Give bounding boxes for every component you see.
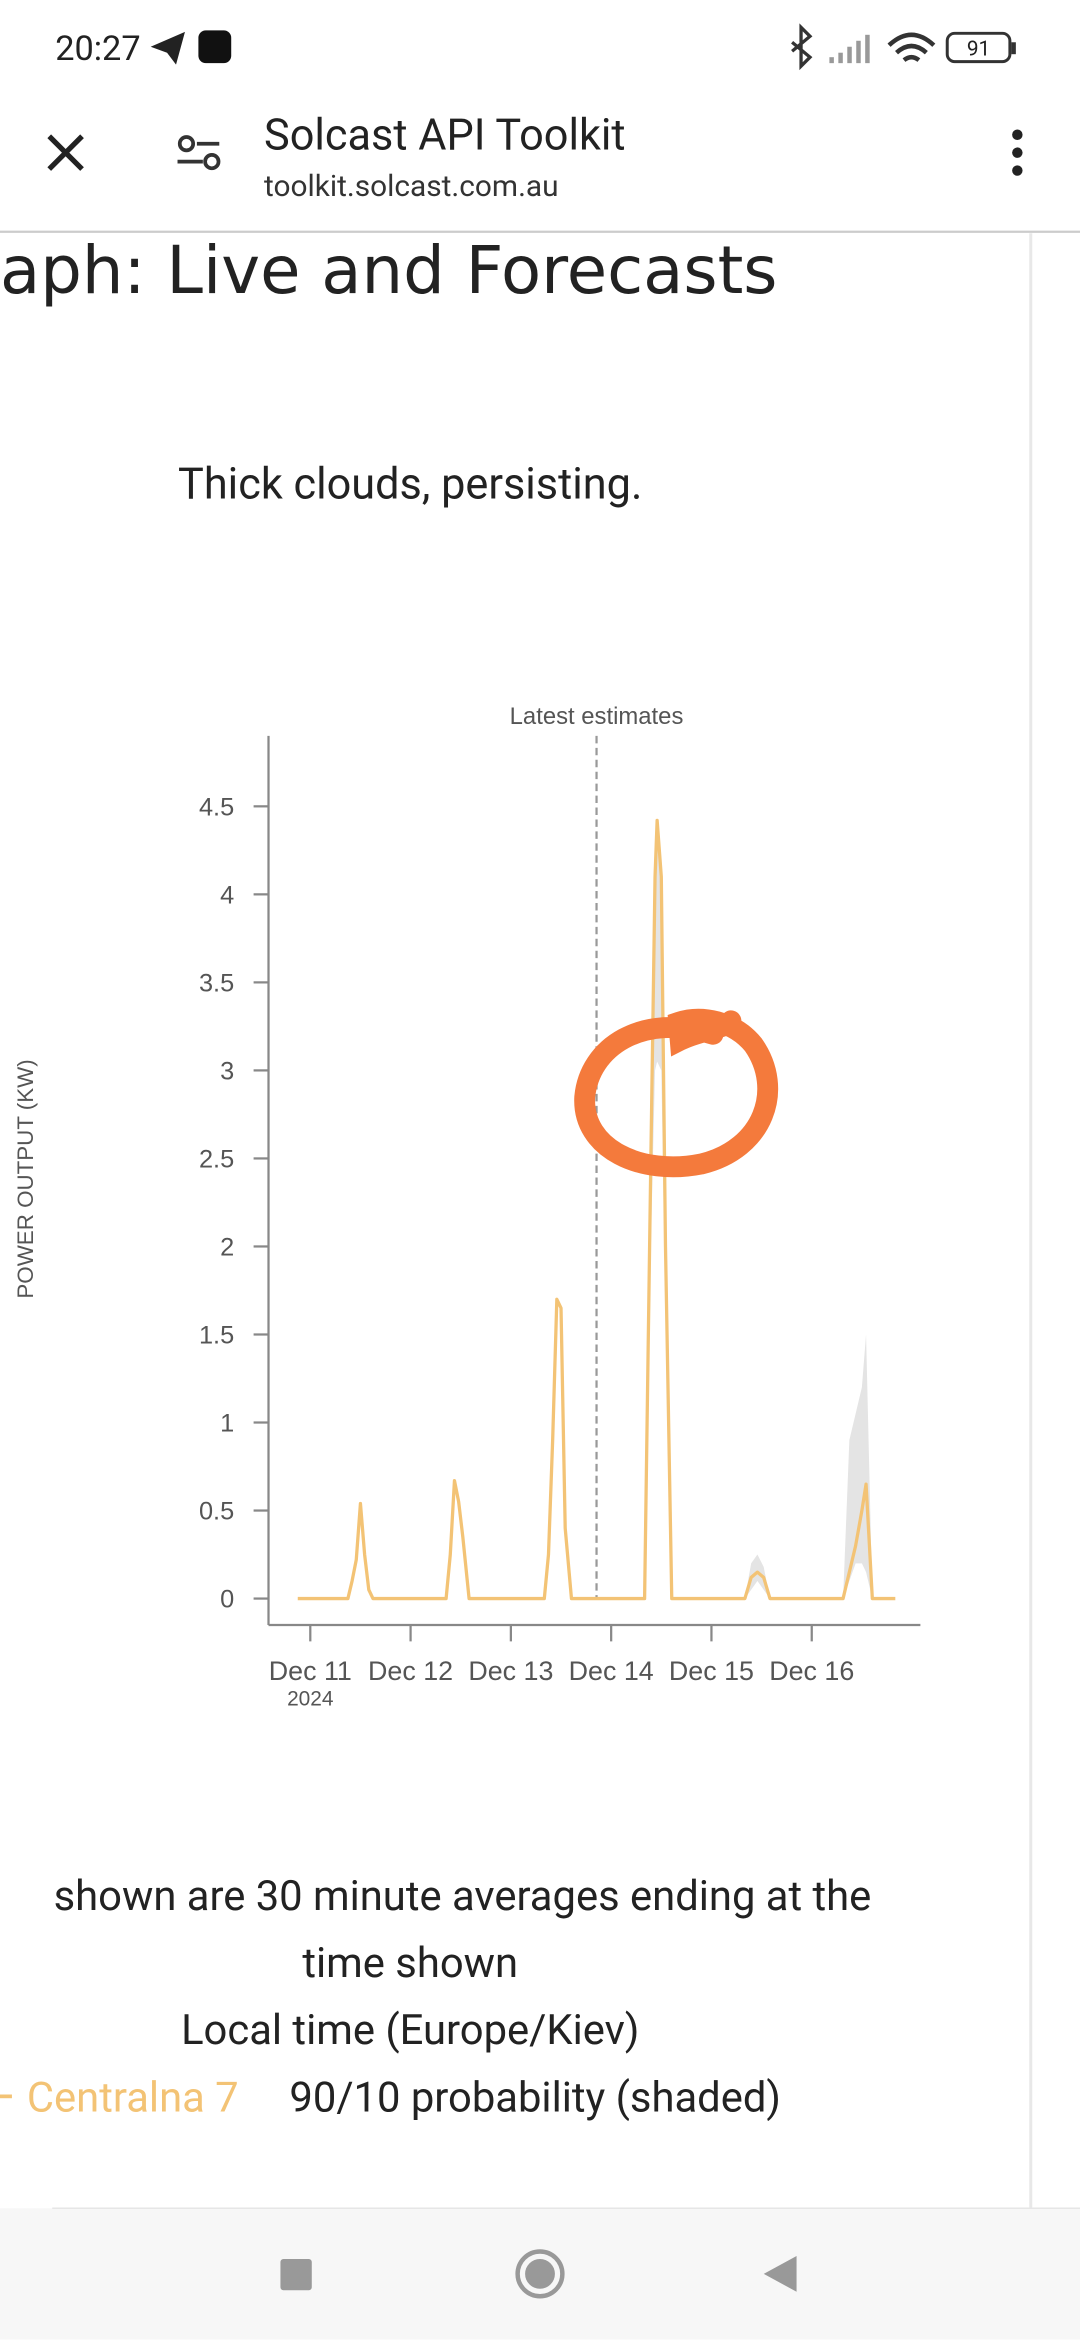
hand-drawn-circle [574, 1008, 779, 1178]
heading: aph: Live and Forecasts [0, 233, 778, 309]
y-tick-label: 2.5 [199, 1145, 234, 1173]
legend-entry: Centralna 7 [27, 2073, 239, 2122]
y-axis-label: POWER OUTPUT (KW) [13, 1059, 38, 1298]
bluetooth-icon [791, 23, 813, 71]
x-tick-label: Dec 14 [569, 1656, 654, 1686]
clock: 20:27 [55, 29, 140, 69]
y-tick-label: 3.5 [199, 969, 234, 997]
page-title: Solcast API Toolkit [264, 110, 626, 161]
browser-bar: Solcast API Toolkit toolkit.solcast.com.… [0, 110, 1080, 233]
home-button[interactable] [515, 2249, 565, 2299]
app-icon [198, 30, 232, 64]
note: Local time (Europe/Kiev) [181, 2006, 639, 2055]
x-tick-label: Dec 15 [669, 1656, 754, 1686]
y-tick-label: 4 [220, 881, 234, 909]
y-tick-label: 1 [220, 1409, 234, 1437]
menu-button[interactable] [1012, 129, 1023, 176]
annotation: Latest estimates [510, 703, 684, 730]
x-tick-label: Dec 11 [269, 1656, 352, 1686]
y-tick-label: 0 [220, 1586, 234, 1614]
x-tick-label: Dec 16 [769, 1656, 854, 1686]
battery-level: 91 [967, 38, 990, 62]
note: shown are 30 minute averages ending at t… [54, 1872, 872, 1921]
chart: 0 0.5 1 1.5 2 2.5 3 3.5 4 4.5 Dec 11 Dec 12 Dec 13 De… [13, 703, 921, 1711]
back-button[interactable] [763, 2255, 797, 2292]
telegram-icon [150, 31, 185, 65]
legend-entry: 90/10 probability (shaded) [289, 2073, 781, 2122]
series-line [297, 818, 896, 1601]
note: time shown [302, 1939, 518, 1988]
y-tick-label: 3 [220, 1057, 234, 1085]
site-settings-button[interactable] [177, 135, 221, 171]
battery-tip [1011, 42, 1016, 55]
x-year-label: 2024 [287, 1688, 333, 1711]
x-tick-label: Dec 12 [368, 1656, 453, 1686]
status-bar: 20:27 91 [55, 23, 1016, 71]
close-button[interactable] [47, 134, 84, 171]
summary: Thick clouds, persisting. [178, 459, 642, 510]
y-tick-label: 2 [220, 1233, 234, 1261]
y-tick-label: 4.5 [199, 793, 234, 821]
y-tick-label: 0.5 [199, 1497, 234, 1525]
home-button-dot [525, 2258, 555, 2289]
x-tick-label: Dec 13 [468, 1656, 553, 1686]
recents-button[interactable] [280, 2258, 312, 2291]
signal-icon [829, 34, 870, 64]
y-tick-label: 1.5 [199, 1321, 234, 1349]
wifi-icon [887, 32, 936, 62]
page-url: toolkit.solcast.com.au [264, 169, 559, 204]
battery-icon [945, 31, 1012, 64]
